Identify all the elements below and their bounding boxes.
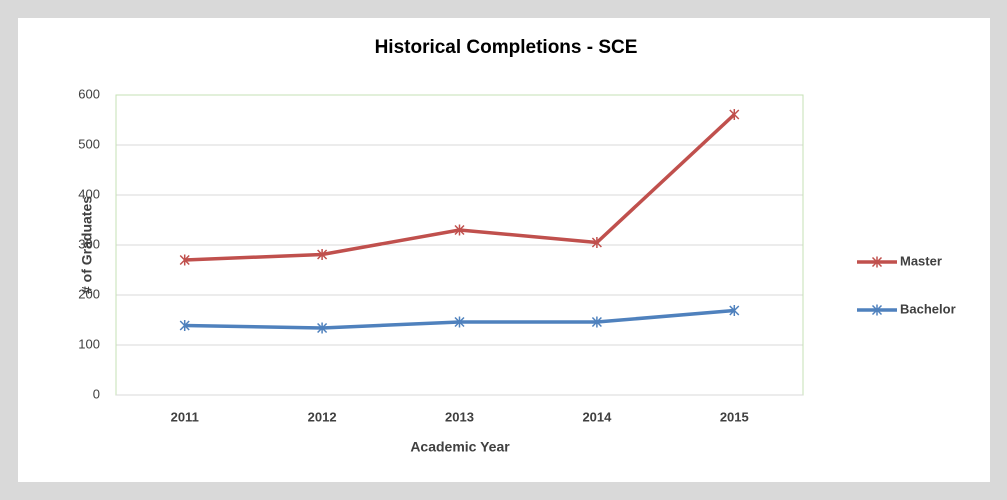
x-tick-label: 2013 <box>445 409 474 424</box>
y-tick-label: 200 <box>78 286 100 301</box>
data-point <box>591 316 602 328</box>
data-point <box>179 320 190 331</box>
legend-marker <box>871 304 883 316</box>
legend-marker <box>871 256 883 268</box>
x-axis-label: Academic Year <box>410 439 510 455</box>
data-point <box>179 254 190 266</box>
y-tick-label: 600 <box>78 86 100 101</box>
legend-label: Master <box>900 253 942 268</box>
data-point <box>591 237 602 248</box>
y-tick-label: 300 <box>78 236 100 251</box>
x-tick-label: 2011 <box>171 409 199 424</box>
chart-area <box>18 18 990 482</box>
x-tick-label: 2012 <box>308 409 337 424</box>
y-tick-label: 500 <box>78 136 100 151</box>
x-tick-label: 2014 <box>582 409 612 424</box>
legend-label: Bachelor <box>900 301 956 316</box>
data-point <box>454 316 465 328</box>
data-point <box>729 109 740 120</box>
data-point <box>729 305 740 316</box>
chart-title: Historical Completions - SCE <box>375 37 638 58</box>
y-axis-label: # of Graduates <box>79 196 95 294</box>
y-tick-label: 400 <box>78 186 100 201</box>
data-point <box>317 322 328 334</box>
data-point <box>317 249 328 260</box>
data-point <box>454 224 465 236</box>
y-tick-label: 100 <box>78 336 100 351</box>
x-tick-label: 2015 <box>720 409 749 424</box>
y-tick-label: 0 <box>93 386 100 401</box>
